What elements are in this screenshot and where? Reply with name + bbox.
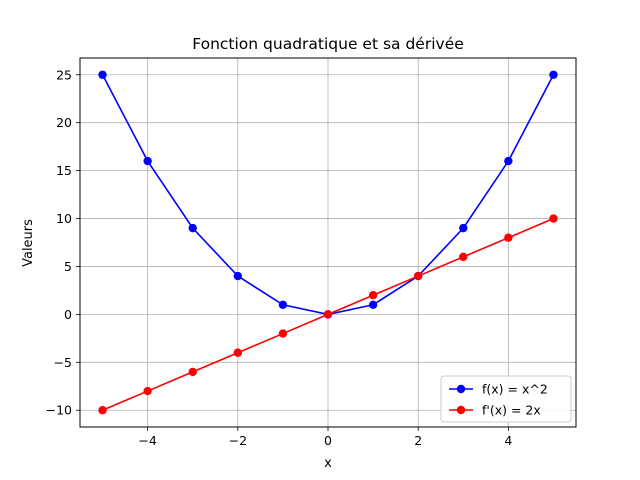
legend-label-1: f'(x) = 2x [482, 403, 541, 418]
series-1-point [278, 329, 288, 338]
y-tick-label: 15 [56, 163, 72, 178]
series-1-point [323, 310, 333, 319]
legend: f(x) = x^2 f'(x) = 2x [440, 375, 572, 423]
series-0-point [143, 156, 152, 166]
y-tick-label: 20 [56, 115, 72, 130]
y-tick-label: 10 [56, 211, 72, 226]
x-tick-label: −4 [138, 433, 156, 448]
series-1-point [549, 214, 558, 223]
legend-label-0: f(x) = x^2 [482, 382, 548, 397]
series-1-point [98, 406, 107, 415]
x-axis-label: x [324, 456, 332, 471]
series-0-point [549, 70, 558, 79]
series-1-point [459, 252, 468, 262]
series-0-point [188, 223, 197, 233]
legend-marker-0 [456, 384, 466, 394]
x-tick-label: 4 [504, 433, 512, 448]
series-layer [98, 70, 558, 415]
ticks: −4 −2 0 2 4 −10 −5 0 5 10 15 20 25 [46, 67, 513, 448]
y-tick-label: 0 [64, 307, 72, 322]
series-1-point [233, 348, 243, 357]
series-1-point [368, 291, 378, 300]
series-0-point [504, 156, 513, 166]
series-0-point [233, 271, 243, 281]
legend-marker-1 [456, 405, 466, 415]
series-0-point [98, 70, 107, 79]
x-tick-label: 0 [324, 433, 332, 448]
y-axis-label: Valeurs [21, 219, 36, 267]
series-1-point [188, 367, 197, 377]
series-1-point [413, 271, 423, 281]
x-tick-label: 2 [414, 433, 422, 448]
series-0-point [278, 300, 288, 309]
series-0-point [368, 300, 378, 309]
x-tick-label: −2 [229, 433, 247, 448]
y-tick-label: −5 [54, 355, 72, 370]
y-tick-label: −10 [46, 403, 72, 418]
series-0-point [459, 223, 468, 233]
legend-box [440, 375, 572, 423]
series-1-point [143, 386, 152, 396]
chart-title: Fonction quadratique et sa dérivée [192, 35, 464, 53]
y-tick-label: 5 [64, 259, 72, 274]
y-tick-label: 25 [56, 67, 72, 82]
series-1-point [504, 233, 513, 242]
